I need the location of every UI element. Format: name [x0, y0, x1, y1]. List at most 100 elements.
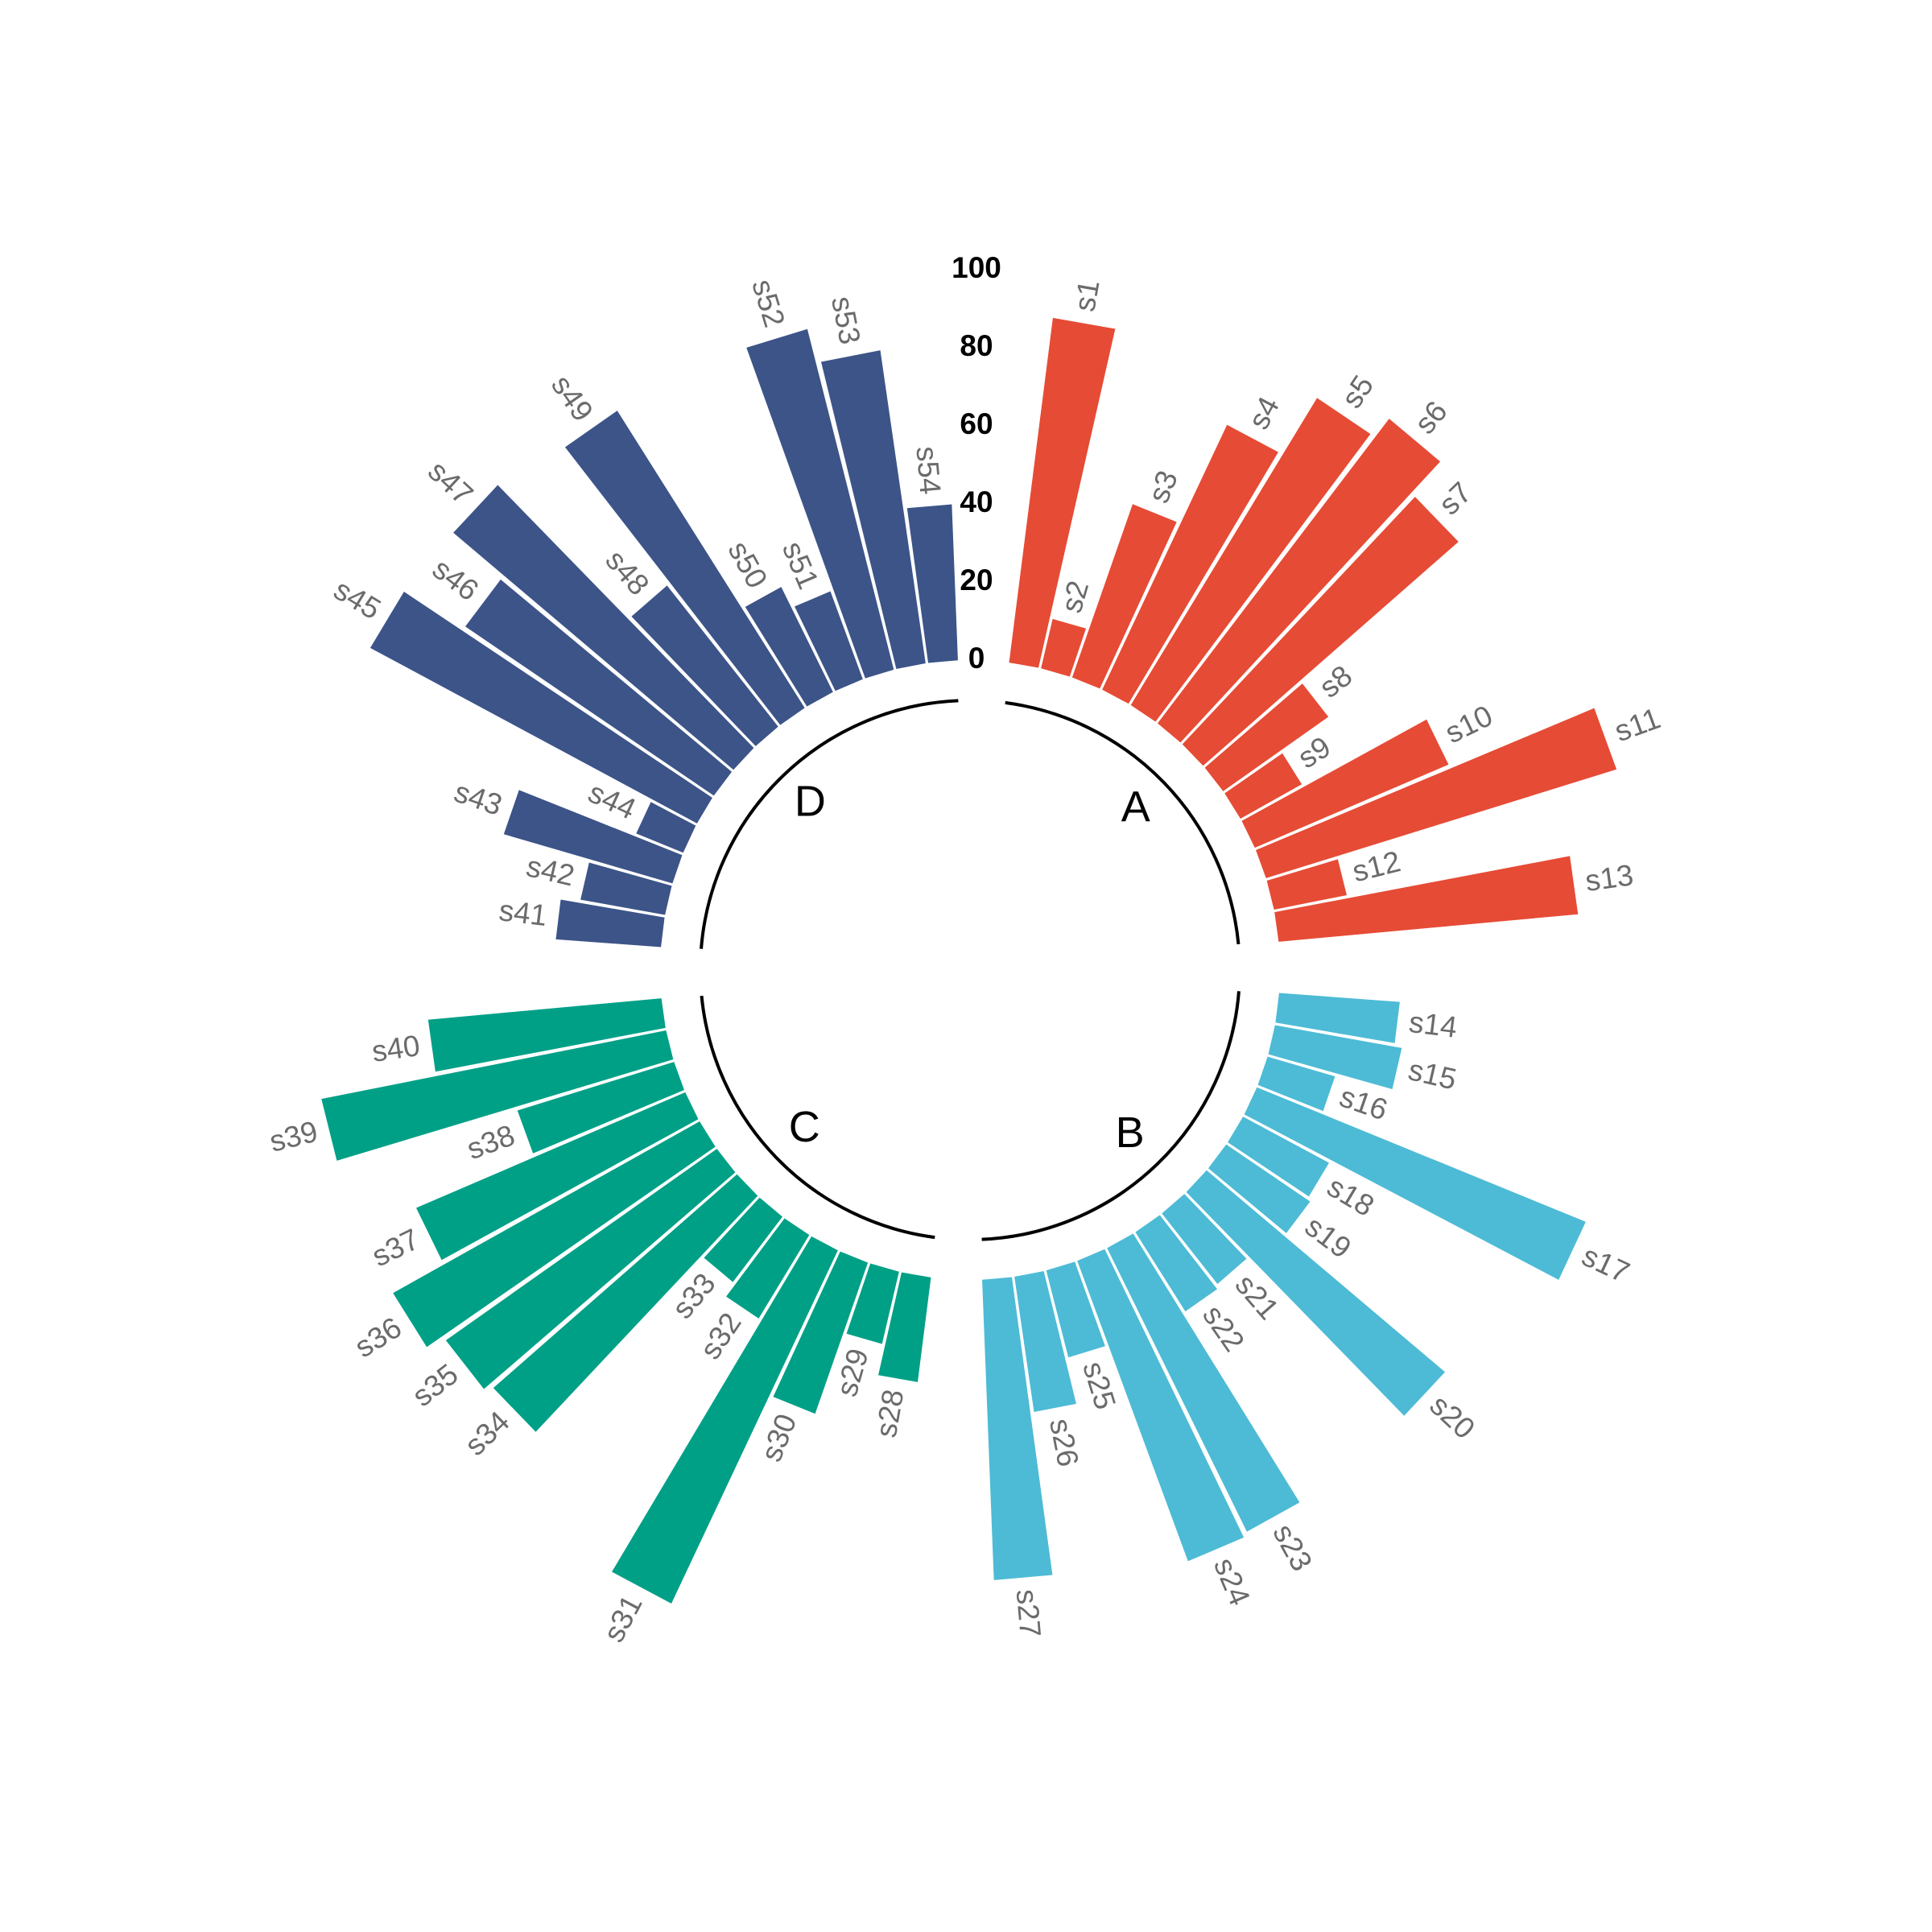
bar	[1130, 398, 1371, 722]
bar-label: s27	[1010, 1587, 1047, 1638]
bar	[726, 1218, 810, 1319]
radial-tick-label: 20	[960, 564, 993, 597]
bar	[1071, 504, 1177, 689]
bar-label: s16	[1335, 1080, 1392, 1126]
bar	[1157, 419, 1441, 743]
bar	[1162, 1194, 1247, 1285]
bar-label: s15	[1406, 1053, 1459, 1096]
bar	[1182, 497, 1459, 766]
radial-tick-label: 100	[952, 251, 1001, 284]
group-arc	[981, 991, 1241, 1241]
bar	[1046, 1261, 1105, 1358]
bar-label: s3	[1141, 466, 1184, 508]
bar-label: s45	[328, 573, 386, 626]
bar-label: s50	[722, 535, 774, 593]
bar-label: s22	[1196, 1299, 1251, 1357]
bar-label: s54	[910, 445, 947, 496]
bar-label: s35	[406, 1357, 464, 1413]
bar	[1241, 719, 1449, 848]
bar-label: s31	[597, 1590, 648, 1648]
bar	[453, 485, 754, 770]
bar-label: s12	[1349, 844, 1404, 888]
bar-label: s49	[545, 369, 600, 427]
bar-label: s34	[458, 1405, 515, 1462]
group-label: B	[1116, 1108, 1145, 1157]
bar	[1275, 993, 1400, 1043]
bar	[878, 1272, 931, 1382]
bar-label: s17	[1577, 1239, 1634, 1289]
bar-label: s53	[825, 294, 867, 347]
radial-tick-label: 80	[960, 329, 993, 362]
bar	[612, 1236, 838, 1604]
bar	[636, 802, 696, 853]
bar-label: s52	[745, 275, 791, 331]
bar	[1274, 856, 1579, 942]
bar	[555, 899, 665, 947]
bar-label: s39	[266, 1115, 321, 1158]
bar-label: s8	[1313, 658, 1358, 704]
bar-label: s26	[1043, 1416, 1085, 1469]
radial-tick-label: 0	[968, 642, 985, 675]
bar	[1244, 1087, 1586, 1280]
bar	[493, 1174, 758, 1432]
bar-label: s6	[1408, 394, 1454, 440]
bar	[445, 1149, 736, 1389]
bar	[321, 1030, 674, 1161]
bar	[503, 790, 683, 884]
bar-label: s46	[427, 552, 485, 608]
bar	[1228, 1117, 1329, 1197]
group-arc	[700, 699, 959, 949]
group-label: D	[795, 778, 826, 826]
bar-label: s32	[693, 1307, 747, 1364]
bar-label: s40	[369, 1029, 422, 1068]
bar	[416, 1092, 699, 1261]
group-label: A	[1121, 783, 1150, 832]
bar	[1009, 317, 1116, 668]
bar-label: s10	[1440, 699, 1498, 749]
bar	[427, 998, 666, 1072]
group-label: C	[789, 1103, 820, 1151]
bar	[631, 585, 778, 746]
bar-label: s20	[1423, 1389, 1481, 1446]
bar-label: s29	[830, 1345, 875, 1401]
bar	[369, 592, 712, 824]
bar	[1102, 424, 1278, 704]
bar	[1204, 683, 1329, 791]
bar-label: s4	[1242, 391, 1286, 435]
bar	[746, 328, 894, 679]
bar	[1256, 708, 1617, 878]
bar	[704, 1197, 783, 1282]
bar	[846, 1263, 899, 1344]
bar	[1135, 1215, 1218, 1312]
bar-label: s13	[1583, 858, 1636, 898]
bar	[517, 1062, 684, 1154]
bar-label: s25	[1076, 1357, 1122, 1413]
bar-label: s1	[1067, 277, 1105, 314]
bar	[1077, 1249, 1245, 1562]
bar-label: s24	[1208, 1553, 1257, 1610]
bar	[1014, 1270, 1076, 1413]
group-arc	[1005, 700, 1241, 945]
bar-label: s37	[367, 1222, 425, 1273]
bar	[564, 411, 805, 725]
bar	[745, 587, 833, 707]
bar-label: s30	[754, 1410, 803, 1467]
bar-label: s36	[349, 1311, 407, 1364]
bar-label: s43	[450, 775, 506, 822]
bar-label: s23	[1266, 1518, 1319, 1576]
bar	[580, 862, 672, 915]
bar	[464, 579, 733, 796]
bar-label: s5	[1335, 369, 1380, 414]
bar-label: s7	[1432, 476, 1478, 522]
bar-label: s47	[422, 454, 480, 511]
bar-label: s2	[1055, 577, 1095, 617]
bar	[393, 1121, 716, 1348]
bar	[1257, 1056, 1335, 1112]
bar-label: s42	[523, 849, 577, 892]
bar-label: s38	[463, 1118, 519, 1166]
bar	[1268, 1025, 1402, 1090]
bar-label: s11	[1610, 701, 1665, 748]
bar	[773, 1251, 869, 1414]
bar-label: s14	[1407, 1005, 1459, 1044]
